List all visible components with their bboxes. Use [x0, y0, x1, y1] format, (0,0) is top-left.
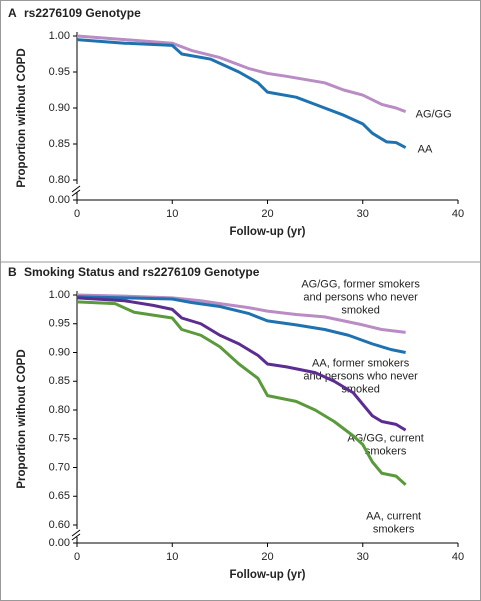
x-tick-label: 30 [357, 208, 369, 220]
y-tick-label: 0.95 [49, 318, 70, 330]
y-tick-label: 0.60 [49, 519, 70, 531]
survival-curve [76, 295, 406, 354]
series-label: AG/GG [416, 109, 452, 121]
y-tick-label: 0.00 [49, 194, 70, 206]
x-tick-label: 20 [261, 551, 273, 563]
y-tick-label: 0.00 [49, 537, 70, 549]
y-tick-label: 1.00 [49, 30, 70, 42]
survival-curve [76, 38, 407, 149]
panel-label: B [8, 265, 17, 279]
y-axis-label: Proportion without COPD [16, 349, 28, 488]
panel-title: rs2276109 Genotype [24, 6, 141, 20]
x-tick-label: 30 [357, 551, 369, 563]
survival-curve [76, 34, 407, 114]
x-tick-label: 0 [74, 551, 80, 563]
x-axis-label: Follow-up (yr) [229, 569, 305, 581]
series-label: AG/GG, current smokers [347, 433, 423, 458]
x-tick-label: 40 [452, 551, 464, 563]
y-tick-label: 0.80 [49, 404, 70, 416]
y-tick-label: 0.95 [49, 66, 70, 78]
series-label: AA [418, 144, 433, 156]
y-tick-label: 0.90 [49, 102, 70, 114]
y-tick-label: 0.65 [49, 490, 70, 502]
y-tick-label: 0.70 [49, 461, 70, 473]
x-tick-label: 20 [261, 208, 273, 220]
x-tick-label: 10 [166, 551, 178, 563]
y-tick-label: 0.75 [49, 433, 70, 445]
axis-break [71, 185, 81, 197]
series-label: AG/GG, former smokers and persons who nev… [301, 278, 420, 316]
y-tick-label: 0.90 [49, 346, 70, 358]
series-label: AA, current smokers [366, 510, 421, 535]
y-tick-label: 0.85 [49, 138, 70, 150]
x-axis-label: Follow-up (yr) [229, 226, 305, 238]
axis-break [71, 529, 81, 541]
x-tick-label: 0 [74, 208, 80, 220]
survival-curve [76, 300, 407, 486]
y-tick-label: 0.80 [49, 174, 70, 186]
survival-curve [76, 296, 407, 432]
y-axis-label: Proportion without COPD [16, 48, 28, 187]
y-tick-label: 1.00 [49, 289, 70, 301]
y-tick-label: 0.85 [49, 375, 70, 387]
x-tick-label: 40 [452, 208, 464, 220]
panel-title: Smoking Status and rs2276109 Genotype [24, 265, 260, 279]
x-tick-label: 10 [166, 208, 178, 220]
panel-label: A [8, 6, 17, 20]
